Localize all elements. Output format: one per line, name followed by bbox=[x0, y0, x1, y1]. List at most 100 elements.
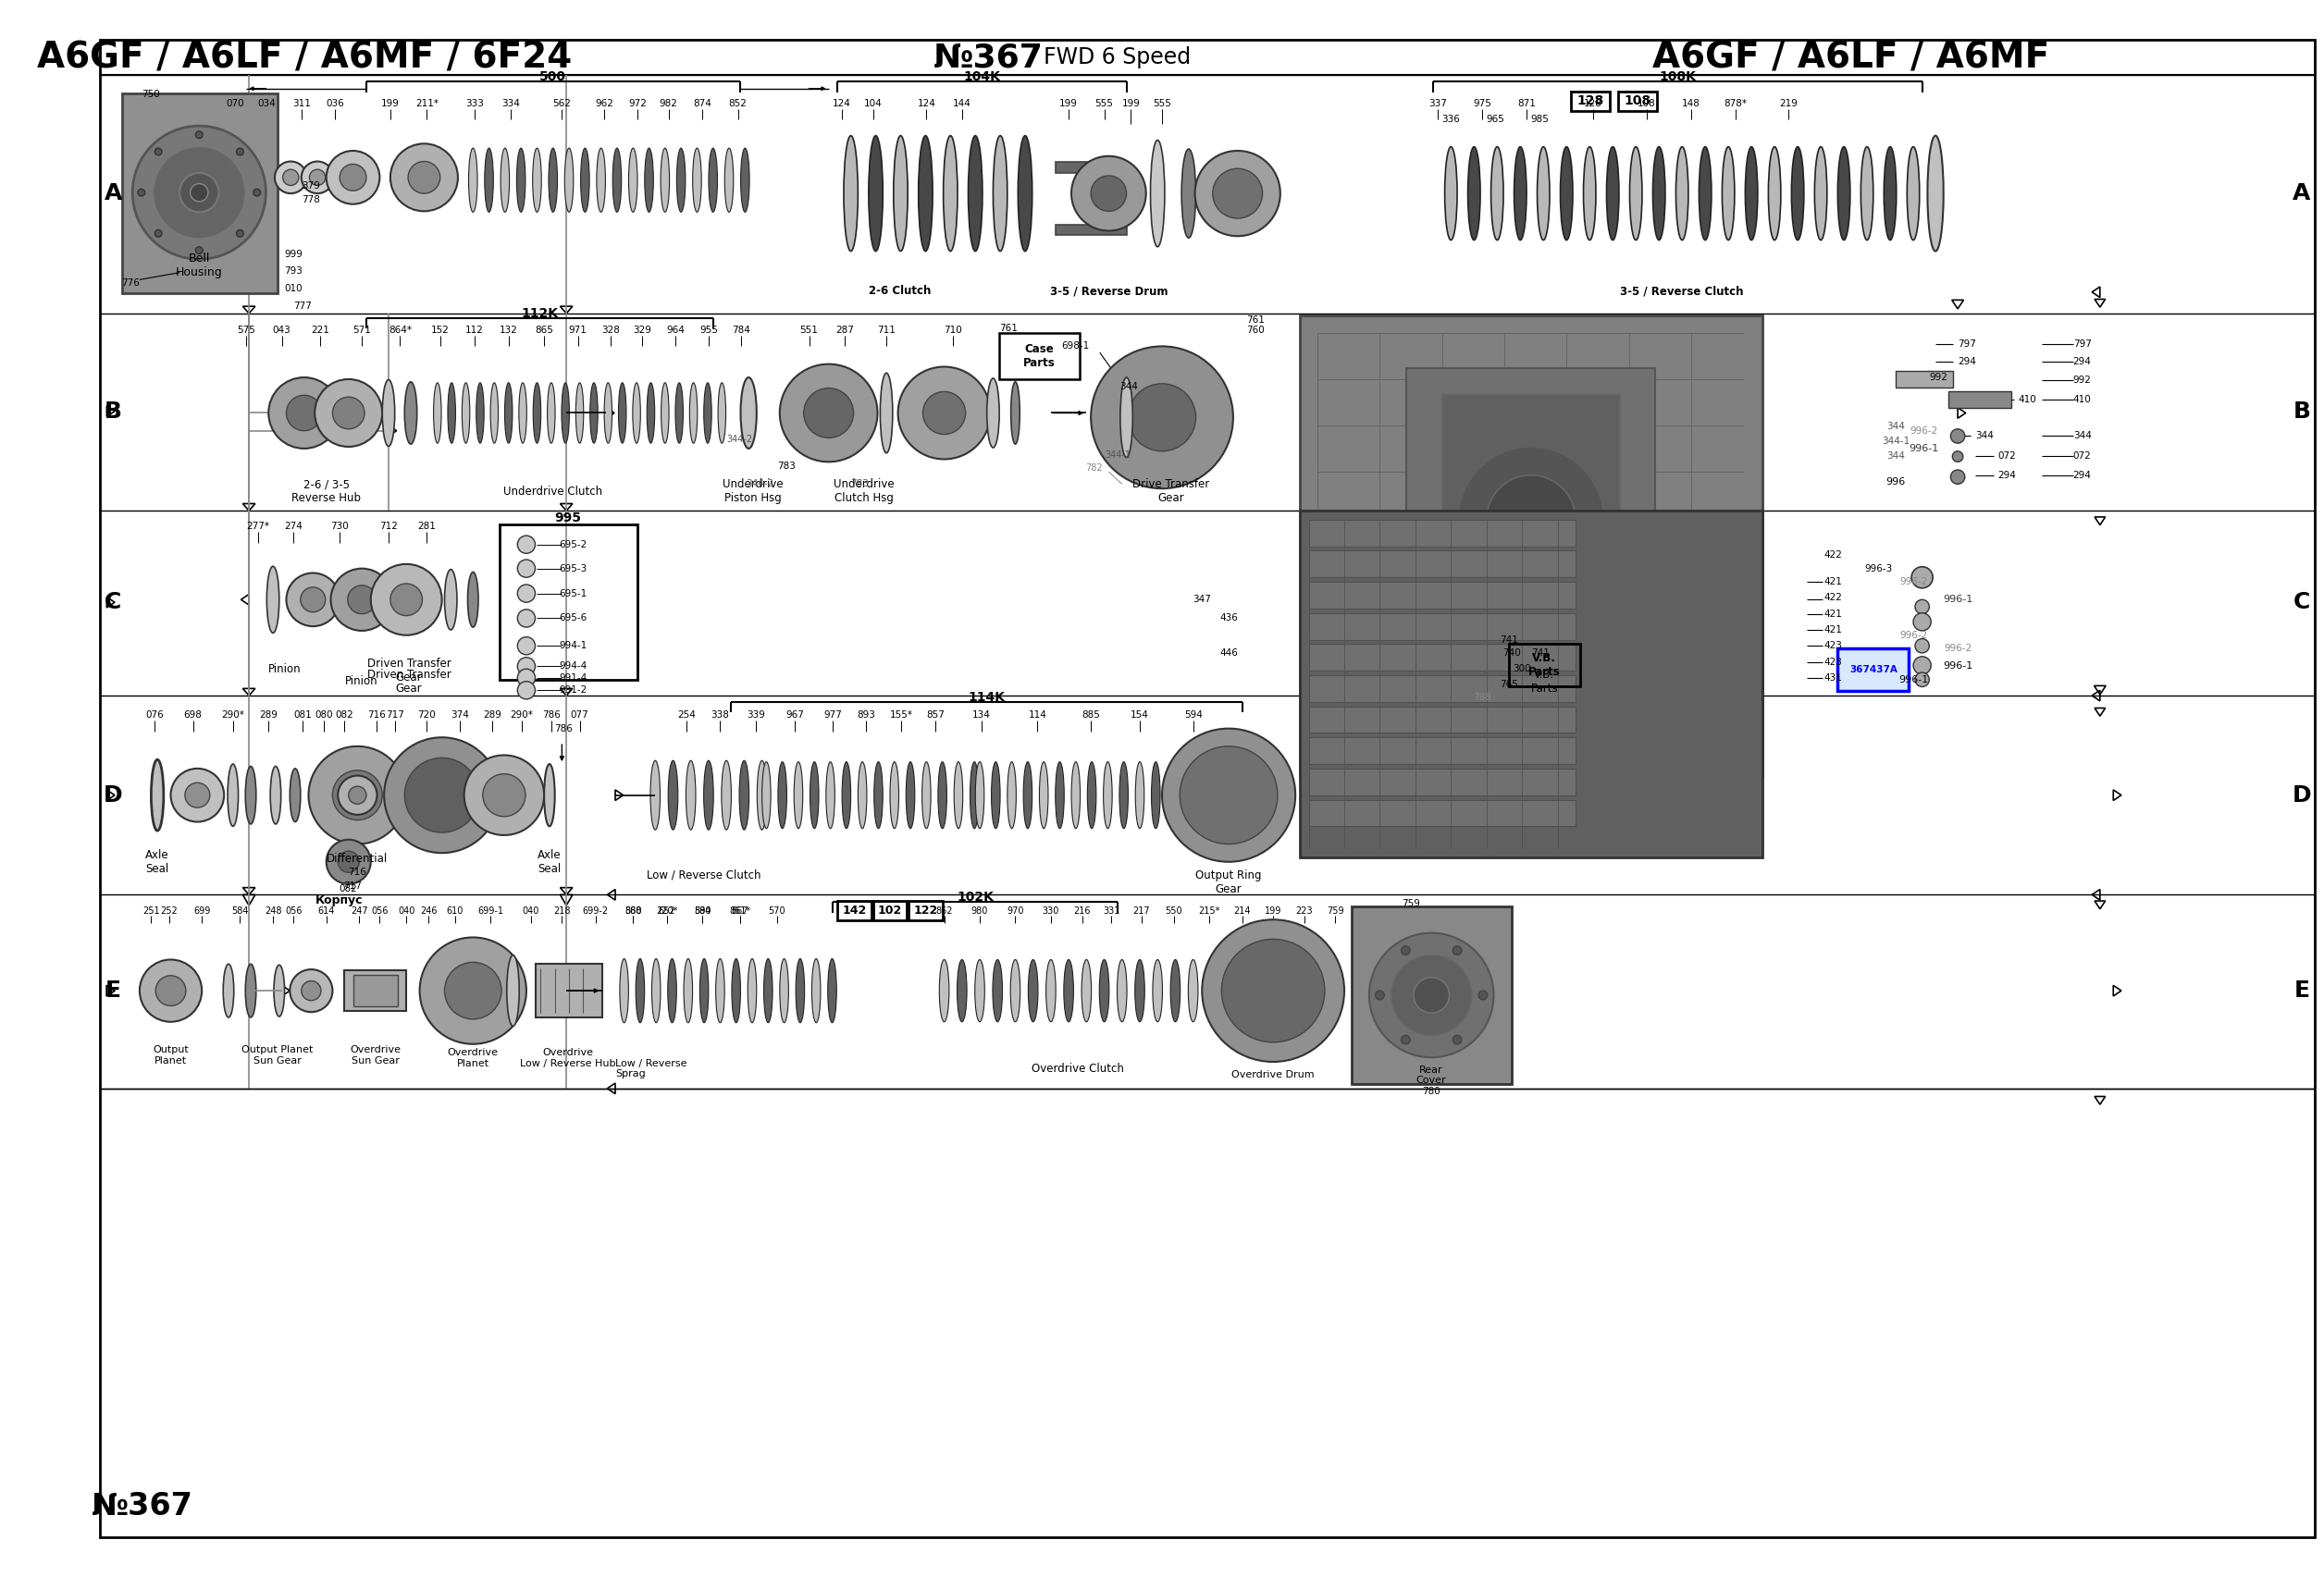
Text: A6GF / A6LF / A6MF / 6F24: A6GF / A6LF / A6MF / 6F24 bbox=[37, 39, 572, 76]
Circle shape bbox=[465, 755, 544, 836]
Text: 972: 972 bbox=[627, 99, 646, 109]
Bar bbox=[121, 93, 277, 293]
Text: 254: 254 bbox=[676, 711, 695, 719]
Circle shape bbox=[518, 609, 535, 628]
Circle shape bbox=[1950, 470, 1964, 484]
Text: Корпус: Корпус bbox=[316, 894, 363, 907]
Text: 695-2: 695-2 bbox=[560, 539, 588, 549]
Text: 330: 330 bbox=[1043, 907, 1060, 915]
Bar bbox=[1950, 391, 2010, 407]
Text: 570: 570 bbox=[769, 907, 786, 915]
Text: 036: 036 bbox=[325, 99, 344, 109]
Bar bbox=[1299, 315, 1762, 777]
Bar bbox=[1055, 224, 1127, 235]
Circle shape bbox=[1090, 347, 1234, 489]
Text: Drive Transfer
Gear: Drive Transfer Gear bbox=[1132, 478, 1208, 505]
Ellipse shape bbox=[1099, 959, 1109, 1022]
Circle shape bbox=[156, 976, 186, 1006]
Text: 994-1: 994-1 bbox=[560, 642, 588, 650]
Ellipse shape bbox=[1167, 762, 1176, 828]
Circle shape bbox=[195, 131, 202, 139]
Text: 104: 104 bbox=[865, 99, 883, 109]
Ellipse shape bbox=[704, 760, 713, 830]
Bar bbox=[1406, 369, 1655, 670]
Text: 992: 992 bbox=[1929, 372, 1948, 382]
Bar bbox=[874, 900, 906, 921]
Ellipse shape bbox=[1134, 959, 1146, 1022]
Text: Underdrive
Clutch Hsg: Underdrive Clutch Hsg bbox=[834, 478, 895, 505]
Text: 967: 967 bbox=[786, 711, 804, 719]
Ellipse shape bbox=[765, 959, 772, 1023]
Text: 112: 112 bbox=[465, 326, 483, 334]
Text: 347: 347 bbox=[1192, 595, 1211, 604]
Text: 155*: 155* bbox=[890, 711, 913, 719]
Ellipse shape bbox=[383, 380, 395, 446]
Text: 220*: 220* bbox=[655, 907, 679, 915]
Circle shape bbox=[1915, 599, 1929, 613]
Circle shape bbox=[332, 397, 365, 429]
Text: 711: 711 bbox=[876, 326, 895, 334]
Text: 344: 344 bbox=[1120, 382, 1139, 391]
Ellipse shape bbox=[228, 765, 239, 826]
Text: 344: 344 bbox=[1887, 421, 1906, 431]
Bar bbox=[1571, 91, 1611, 110]
Text: 082: 082 bbox=[339, 883, 358, 893]
Ellipse shape bbox=[881, 374, 892, 453]
Text: 344-1: 344-1 bbox=[1104, 449, 1129, 459]
Text: 247: 247 bbox=[351, 907, 367, 915]
Ellipse shape bbox=[646, 383, 655, 443]
Ellipse shape bbox=[1536, 147, 1550, 240]
Ellipse shape bbox=[939, 959, 948, 1022]
Ellipse shape bbox=[467, 572, 479, 628]
Text: 861*: 861* bbox=[730, 907, 751, 915]
Circle shape bbox=[195, 246, 202, 254]
Ellipse shape bbox=[1071, 762, 1081, 828]
Ellipse shape bbox=[748, 959, 758, 1023]
Ellipse shape bbox=[781, 959, 788, 1023]
Ellipse shape bbox=[892, 136, 909, 251]
Text: 334: 334 bbox=[502, 99, 521, 109]
Text: 3-5 / Reverse Clutch: 3-5 / Reverse Clutch bbox=[1620, 285, 1743, 296]
Ellipse shape bbox=[1676, 147, 1687, 240]
Ellipse shape bbox=[825, 762, 834, 828]
Text: 716: 716 bbox=[349, 867, 367, 877]
Ellipse shape bbox=[1862, 147, 1873, 240]
Text: 652: 652 bbox=[658, 907, 676, 915]
Ellipse shape bbox=[651, 760, 660, 830]
Ellipse shape bbox=[490, 383, 497, 443]
Circle shape bbox=[1915, 672, 1929, 686]
Ellipse shape bbox=[1081, 959, 1092, 1022]
Text: 740: 740 bbox=[1504, 648, 1520, 658]
Text: 214: 214 bbox=[1234, 907, 1250, 915]
Ellipse shape bbox=[449, 383, 456, 443]
Ellipse shape bbox=[1606, 147, 1620, 240]
Text: 551: 551 bbox=[799, 326, 818, 334]
Ellipse shape bbox=[720, 760, 732, 830]
Bar bbox=[1308, 738, 1576, 765]
Text: 716: 716 bbox=[367, 711, 386, 719]
Text: 717: 717 bbox=[344, 882, 363, 891]
Text: 102: 102 bbox=[878, 905, 902, 916]
Ellipse shape bbox=[955, 762, 962, 828]
Text: 982: 982 bbox=[660, 99, 679, 109]
Ellipse shape bbox=[811, 762, 818, 828]
Text: 797: 797 bbox=[2073, 339, 2092, 349]
Text: Axle
Seal: Axle Seal bbox=[146, 848, 170, 875]
Ellipse shape bbox=[704, 383, 711, 443]
Text: 294: 294 bbox=[1957, 356, 1975, 366]
Text: B: B bbox=[105, 401, 121, 423]
Bar bbox=[1443, 396, 1620, 643]
Text: 040: 040 bbox=[397, 907, 414, 915]
Text: 248: 248 bbox=[265, 907, 281, 915]
Text: 992: 992 bbox=[2073, 375, 2092, 385]
Text: 857: 857 bbox=[925, 711, 944, 719]
Ellipse shape bbox=[716, 959, 725, 1023]
Text: 374: 374 bbox=[451, 711, 469, 719]
Ellipse shape bbox=[858, 762, 867, 828]
Ellipse shape bbox=[1171, 959, 1181, 1022]
Ellipse shape bbox=[667, 959, 676, 1023]
Ellipse shape bbox=[1064, 959, 1074, 1022]
Text: 221: 221 bbox=[311, 326, 330, 334]
Text: 865: 865 bbox=[535, 326, 553, 334]
Ellipse shape bbox=[151, 760, 163, 831]
